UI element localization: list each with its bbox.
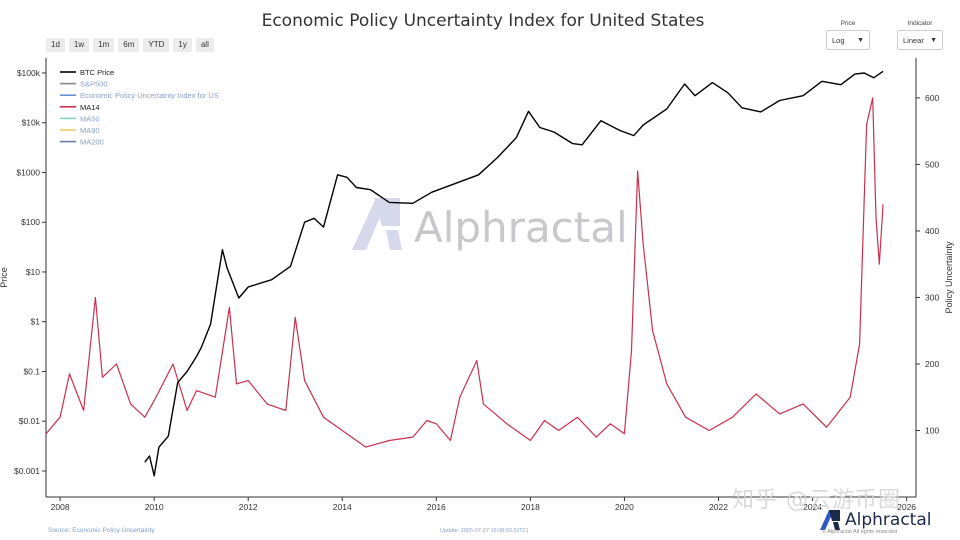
x-tick-label: 2012 [239,502,258,512]
legend-item[interactable]: MA90 [60,126,100,135]
legend-item[interactable]: MA50 [60,114,100,123]
y-left-tick-label: $100 [21,217,40,227]
y-left-tick-label: $10 [26,267,40,277]
y-axis-right-title: Policy Uncertainty [944,241,954,314]
legend-label: MA50 [80,114,100,123]
legend: BTC Price S&P500 Economic Policy Uncertain… [60,68,219,147]
y-left-tick-label: $0.001 [14,466,40,476]
x-tick-label: 2014 [333,502,352,512]
series-ma14-line [45,97,884,448]
y-right-tick-label: 200 [925,359,939,369]
axes: $0.001 $0.01 $0.1 $1 $10 $100 $1000 $10k $100k 10… [0,58,954,512]
y-right-tick-label: 300 [925,292,939,302]
indicator-scale-select[interactable]: Linear ▼ [897,30,943,50]
price-scale-control: Price Log ▼ [826,20,870,50]
y-right-tick-label: 600 [925,93,939,103]
range-button-1d[interactable]: 1d [46,38,65,52]
alphractal-logo-icon [352,198,402,250]
y-left-tick-label: $0.01 [19,416,41,426]
legend-label: Economic Policy Uncertainty Index for US [80,91,219,100]
watermark-text: Alphractal [414,203,628,252]
legend-label: BTC Price [80,68,114,77]
legend-label: MA90 [80,126,100,135]
footer-rights: © Alphractal All rights reserved [822,529,897,535]
y-right-tick-label: 400 [925,226,939,236]
legend-label: MA14 [80,103,100,112]
y-left-tick-label: $1000 [16,167,40,177]
y-right-tick-label: 500 [925,159,939,169]
legend-item[interactable]: S&P500 [60,80,108,89]
dropdown-arrow-icon: ▼ [857,36,864,44]
chart-title: Economic Policy Uncertainty Index for Un… [261,11,705,31]
y-axis-left-title: Price [0,267,9,288]
legend-item[interactable]: Economic Policy Uncertainty Index for US [60,91,219,100]
y-left-tick-label: $0.1 [23,366,40,376]
range-button-6m[interactable]: 6m [118,38,140,52]
range-button-1y[interactable]: 1y [173,38,192,52]
y-left-tick-label: $1 [31,317,41,327]
y-right-tick-label: 100 [925,425,939,435]
dropdown-arrow-icon: ▼ [930,36,937,44]
range-button-1m[interactable]: 1m [93,38,115,52]
price-scale-select[interactable]: Log ▼ [826,30,870,50]
x-tick-label: 2022 [709,502,728,512]
legend-label: MA200 [80,138,104,147]
series-btc-price-line [144,70,884,477]
series-layer [45,70,884,477]
x-tick-label: 2026 [897,502,916,512]
range-button-1w[interactable]: 1w [68,38,90,52]
price-scale-label: Price [840,20,856,27]
x-tick-label: 2016 [427,502,446,512]
alphractal-logo-icon [820,510,840,530]
x-tick-label: 2020 [615,502,634,512]
indicator-scale-label: Indicator [907,20,933,27]
x-tick-label: 2018 [521,502,540,512]
range-button-ytd[interactable]: YTD [143,38,170,52]
zhihu-watermark: 知乎 @云游币圈 [732,488,901,513]
y-left-tick-label: $100k [17,68,41,78]
x-tick-label: 2008 [51,502,70,512]
footer-brand: Alphractal [820,510,931,530]
x-tick-label: 2010 [145,502,164,512]
legend-label: S&P500 [80,80,108,89]
legend-item[interactable]: MA200 [60,138,104,147]
price-scale-value: Log [832,35,845,45]
indicator-scale-control: Indicator Linear ▼ [897,20,943,50]
x-tick-label: 2024 [803,502,822,512]
y-left-tick-label: $10k [22,118,41,128]
alphractal-watermark: Alphractal [352,198,628,252]
footer-source-link[interactable]: Source: Economic Policy Uncertainty [48,527,155,534]
legend-item[interactable]: MA14 [60,103,100,112]
range-button-all[interactable]: all [195,38,214,52]
footer-update-time: Update: 2025-07-07 15:08:03 (UTC) [440,528,529,534]
indicator-scale-value: Linear [903,35,924,45]
legend-item[interactable]: BTC Price [60,68,114,77]
footer-brand-text: Alphractal [845,510,932,530]
range-button-group: 1d 1w 1m 6m YTD 1y all [46,38,214,52]
